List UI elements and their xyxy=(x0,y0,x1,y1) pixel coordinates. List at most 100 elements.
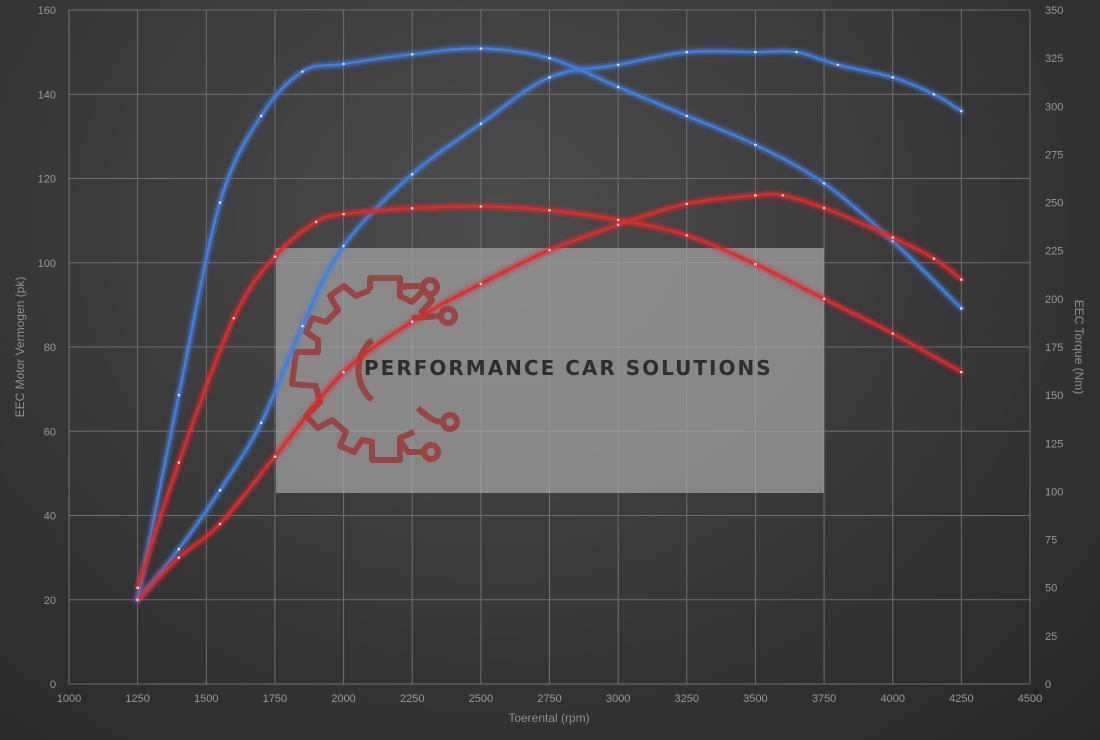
data-point xyxy=(685,234,689,237)
data-point xyxy=(342,370,345,374)
data-point xyxy=(685,50,689,54)
data-point xyxy=(836,63,840,67)
series-3-line xyxy=(136,192,963,601)
series-3 xyxy=(134,190,965,604)
data-point xyxy=(616,218,620,222)
data-point xyxy=(479,122,483,126)
data-point xyxy=(177,556,181,559)
data-point xyxy=(685,202,689,206)
x-tick-label: 3750 xyxy=(812,693,836,705)
x-tick-label: 2500 xyxy=(469,693,493,705)
data-point xyxy=(301,324,304,328)
data-point xyxy=(754,194,757,197)
data-point xyxy=(754,262,757,266)
y-right-tick-label: 50 xyxy=(1045,583,1057,595)
x-tick-labels: 1000 1250 1500 1750 2000 2250 2500 2750 3000 3250… xyxy=(57,693,1042,705)
y-right-tick-label: 275 xyxy=(1045,149,1063,161)
watermark-text: PERFORMANCE CAR SOLUTIONS xyxy=(364,356,773,380)
data-point xyxy=(479,282,483,286)
data-point xyxy=(342,244,345,248)
y-left-tick-label: 0 xyxy=(50,679,56,691)
data-point xyxy=(616,85,620,89)
data-point xyxy=(685,114,689,118)
data-point xyxy=(548,56,551,60)
data-point xyxy=(136,586,139,590)
y-left-tick-labels: 0 20 40 60 80 100 120 140 160 xyxy=(38,5,56,691)
data-point xyxy=(754,143,757,147)
x-tick-label: 3000 xyxy=(606,693,630,705)
y-left-tick-label: 120 xyxy=(38,174,56,186)
data-point xyxy=(754,50,757,54)
data-point xyxy=(616,63,620,67)
data-point xyxy=(795,50,798,54)
grid xyxy=(68,9,1031,685)
data-point xyxy=(891,236,895,239)
data-point xyxy=(218,522,222,526)
y-left-tick-label: 60 xyxy=(44,426,56,438)
x-tick-label: 1500 xyxy=(194,693,218,705)
data-point xyxy=(342,62,345,66)
data-point xyxy=(960,109,963,113)
data-point xyxy=(822,297,826,301)
data-point xyxy=(232,316,236,320)
y-right-tick-labels: 0 25 50 75 100 125 150 175 200 225 250 275 300 325 350 xyxy=(1045,5,1063,691)
x-tick-label: 4250 xyxy=(949,693,973,705)
series-2-line xyxy=(136,47,963,601)
series-2 xyxy=(134,44,965,603)
y-right-tick-label: 350 xyxy=(1045,5,1063,17)
data-point xyxy=(259,421,263,425)
data-point xyxy=(960,278,963,281)
data-point xyxy=(548,208,551,212)
x-tick-label: 3250 xyxy=(675,693,699,705)
data-point xyxy=(479,205,483,208)
y-left-tick-label: 160 xyxy=(38,5,56,17)
data-point xyxy=(781,194,785,197)
y-right-axis-title: EEC Torque (Nm) xyxy=(1072,300,1086,394)
y-right-tick-label: 150 xyxy=(1045,390,1063,402)
series-layer xyxy=(134,44,965,604)
data-point xyxy=(177,393,181,397)
x-tick-label: 2750 xyxy=(537,693,561,705)
series-4 xyxy=(134,202,965,592)
x-tick-label: 4500 xyxy=(1018,693,1042,705)
data-point xyxy=(479,47,483,50)
data-point xyxy=(218,201,222,204)
data-point xyxy=(822,206,826,210)
series-4-line xyxy=(136,205,963,589)
y-right-tick-label: 300 xyxy=(1045,101,1063,113)
data-point xyxy=(177,461,181,464)
y-right-tick-label: 325 xyxy=(1045,53,1063,65)
y-left-tick-label: 80 xyxy=(44,342,56,354)
data-point xyxy=(891,332,895,335)
y-left-tick-label: 40 xyxy=(44,511,56,523)
data-point xyxy=(177,547,181,551)
y-left-axis-title: EEC Motor Vermogen (pk) xyxy=(13,277,27,418)
x-tick-label: 2000 xyxy=(331,693,355,705)
watermark: PERFORMANCE CAR SOLUTIONS xyxy=(276,248,824,493)
x-tick-label: 1250 xyxy=(125,693,149,705)
y-right-tick-label: 225 xyxy=(1045,246,1063,258)
data-point xyxy=(616,223,620,227)
y-right-tick-label: 0 xyxy=(1045,679,1051,691)
data-point xyxy=(548,76,551,79)
y-right-tick-label: 100 xyxy=(1045,486,1063,498)
data-point xyxy=(932,92,936,96)
data-point xyxy=(891,239,895,243)
x-tick-label: 1750 xyxy=(263,693,287,705)
x-tick-label: 4000 xyxy=(880,693,904,705)
data-point xyxy=(218,488,222,492)
data-point xyxy=(410,207,414,210)
y-right-tick-label: 200 xyxy=(1045,294,1063,306)
gear-circuit-logo xyxy=(289,275,460,463)
data-point xyxy=(301,70,304,73)
x-axis-title: Toerental (rpm) xyxy=(508,711,589,725)
data-point xyxy=(822,182,826,185)
data-point xyxy=(259,114,263,118)
y-right-tick-label: 250 xyxy=(1045,198,1063,210)
data-point xyxy=(273,455,277,458)
data-point xyxy=(273,255,277,258)
data-point xyxy=(314,220,318,224)
data-point xyxy=(410,52,414,56)
data-point xyxy=(410,320,414,324)
data-point xyxy=(410,172,414,176)
